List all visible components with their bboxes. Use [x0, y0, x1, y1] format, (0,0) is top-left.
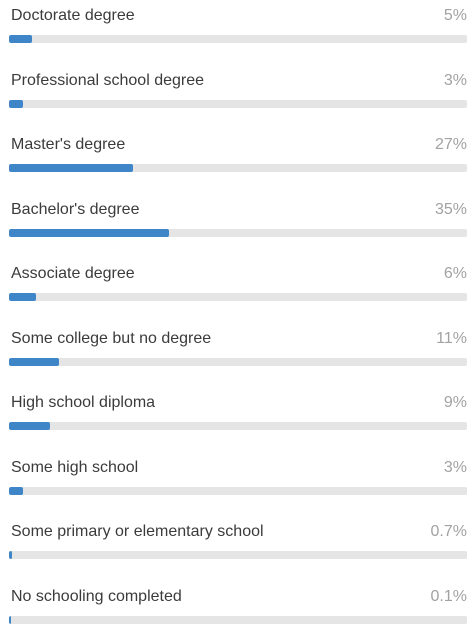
bar-track: [9, 615, 467, 624]
bar-fill: [9, 615, 11, 624]
bar-row: Doctorate degree 5%: [0, 6, 467, 46]
bar-fill: [9, 35, 32, 43]
bar-row: Bachelor's degree 35%: [0, 200, 467, 240]
bar-row: Some college but no degree 11%: [0, 329, 467, 369]
bar-track: [9, 357, 467, 366]
bar-row: Some primary or elementary school 0.7%: [0, 522, 467, 562]
bar-fill: [9, 422, 50, 430]
bar-label: High school diploma: [11, 394, 156, 411]
bar-fill: [9, 551, 12, 559]
bar-value-label: 6%: [443, 265, 467, 282]
bar-fill: [9, 486, 23, 495]
bar-value-label: 5%: [443, 7, 467, 24]
bar-label: Associate degree: [11, 265, 135, 282]
bar-value-label: 3%: [443, 458, 467, 476]
bar-track: [9, 422, 467, 430]
bar-fill: [9, 228, 169, 237]
bar-value-label: 11%: [436, 329, 467, 347]
bar-value-label: 0.1%: [430, 587, 467, 605]
bar-row: High school diploma 9%: [0, 393, 467, 433]
bar-label: No schooling completed: [11, 587, 182, 605]
bar-row: Some high school 3%: [0, 458, 467, 498]
bar-track: [9, 164, 467, 172]
bar-label: Some primary or elementary school: [11, 523, 264, 540]
bar-track: [9, 228, 467, 237]
bar-label: Some college but no degree: [11, 329, 212, 347]
bar-value-label: 0.7%: [430, 523, 467, 540]
bar-fill: [9, 99, 23, 108]
bar-label: Bachelor's degree: [11, 200, 140, 218]
bar-label: Some high school: [11, 458, 139, 476]
bar-fill: [9, 164, 133, 172]
bar-row: Master's degree 27%: [0, 135, 467, 175]
bar-row: Associate degree 6%: [0, 264, 467, 304]
bar-value-label: 27%: [434, 136, 467, 153]
bar-fill: [9, 357, 59, 366]
bar-row: Professional school degree 3%: [0, 71, 467, 111]
bar-fill: [9, 293, 36, 301]
bar-value-label: 9%: [443, 394, 467, 411]
bar-label: Professional school degree: [11, 71, 205, 89]
bar-track: [9, 486, 467, 495]
bar-track: [9, 99, 467, 108]
bar-value-label: 3%: [443, 71, 467, 89]
bar-row: No schooling completed 0.1%: [0, 587, 467, 627]
bar-track: [9, 551, 467, 559]
bar-label: Master's degree: [11, 136, 126, 153]
bar-track: [9, 293, 467, 301]
bar-value-label: 35%: [434, 200, 467, 218]
bar-track: [9, 35, 467, 43]
bar-label: Doctorate degree: [11, 7, 135, 24]
